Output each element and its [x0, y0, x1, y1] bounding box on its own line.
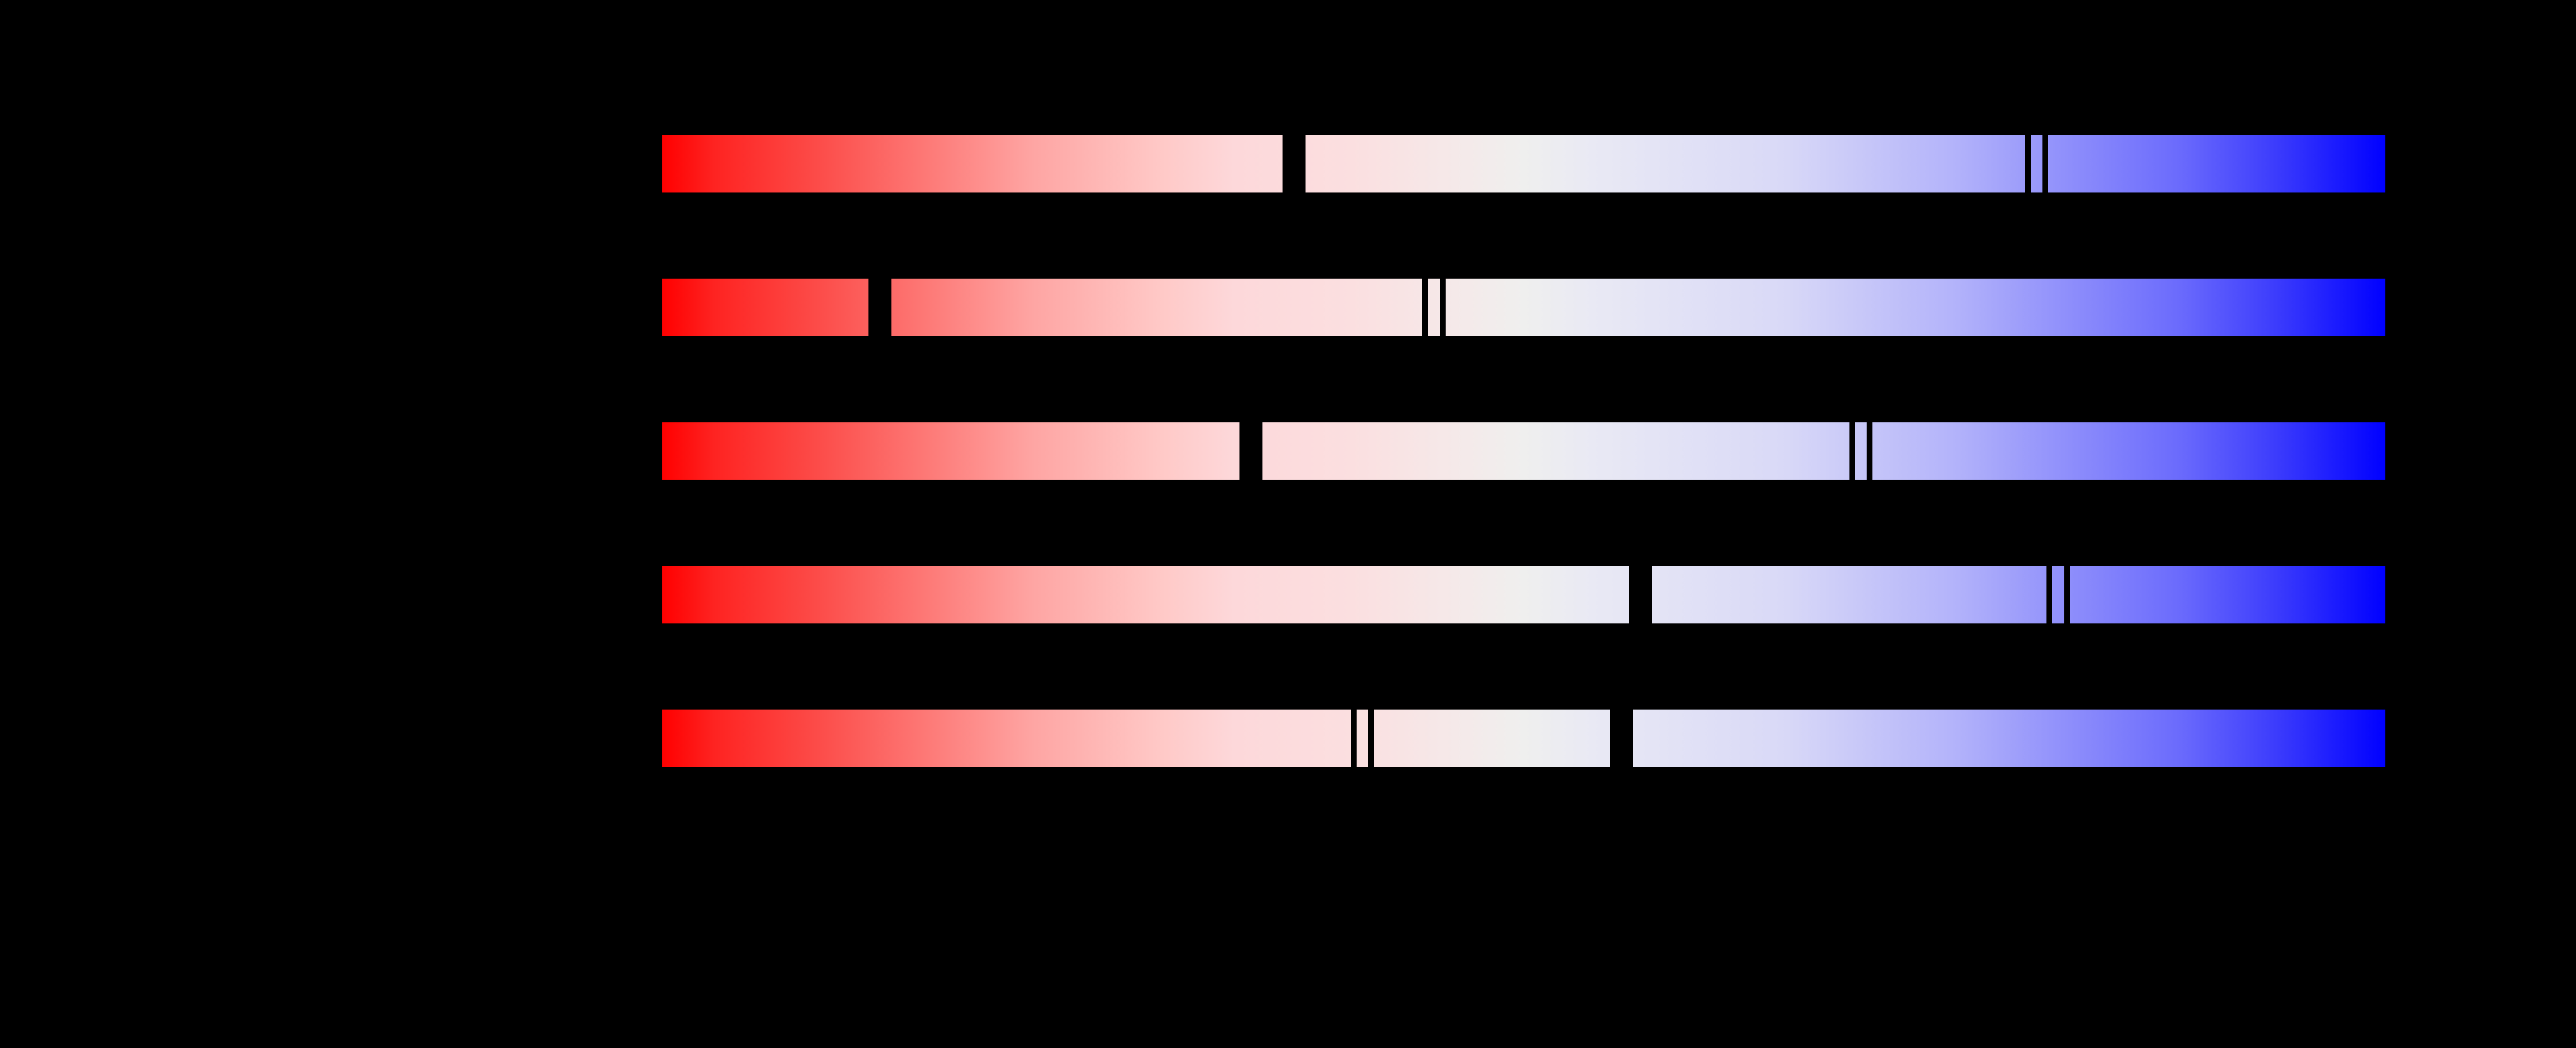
gradient-bar-1: [662, 134, 2386, 192]
thin-marker-line: [1849, 422, 1856, 480]
thick-marker-line: [1629, 565, 1652, 623]
thin-marker-line: [1440, 279, 1446, 336]
thin-marker-line: [2064, 565, 2070, 623]
gradient-bar-5: [662, 710, 2386, 767]
thin-marker-line: [2042, 134, 2049, 192]
gradient-bar-2: [662, 279, 2386, 336]
gradient-bar-4: [662, 565, 2386, 623]
thin-marker-line: [1867, 422, 1873, 480]
gradient-bar-3: [662, 422, 2386, 480]
thick-marker-line: [1283, 134, 1306, 192]
thin-marker-line: [1350, 710, 1357, 767]
thin-marker-line: [1368, 710, 1374, 767]
thick-marker-line: [1239, 422, 1263, 480]
thin-marker-line: [2025, 134, 2032, 192]
thick-marker-line: [1610, 710, 1633, 767]
thick-marker-line: [868, 279, 891, 336]
thin-marker-line: [1422, 279, 1428, 336]
thin-marker-line: [2046, 565, 2053, 623]
